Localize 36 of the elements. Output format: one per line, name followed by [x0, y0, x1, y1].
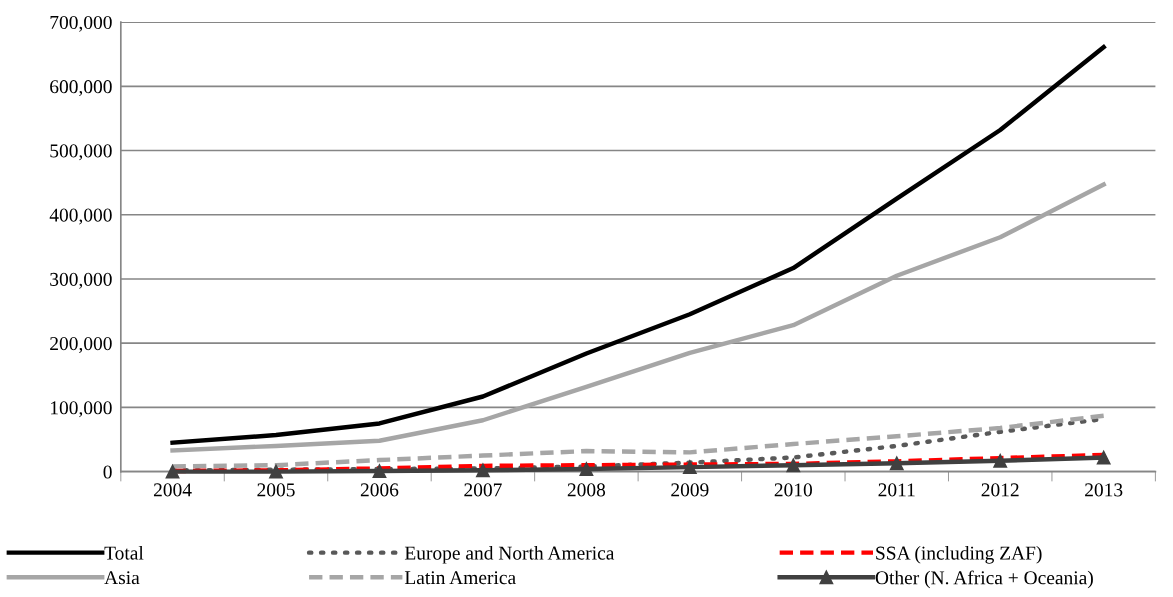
legend-label: SSA (including ZAF) — [876, 545, 1042, 564]
point — [993, 453, 1008, 468]
y-tick-label: 700,000 — [50, 15, 112, 32]
line-series — [170, 44, 1106, 445]
legend-label: Latin America — [404, 571, 516, 585]
point — [475, 463, 490, 478]
legend-label: Europe and North America — [404, 545, 615, 564]
point — [889, 456, 904, 471]
y-tick-label: 200,000 — [50, 337, 112, 353]
y-tick-label: 300,000 — [50, 272, 112, 289]
point — [1096, 450, 1111, 465]
y-tick-label: 500,000 — [50, 144, 112, 161]
x-tick-label: 2012 — [981, 483, 1019, 497]
point — [786, 458, 801, 473]
x-tick-label: 2010 — [774, 483, 812, 497]
x-tick-label: 2008 — [567, 483, 606, 497]
y-tick-label: 0 — [103, 465, 112, 479]
x-tick-label: 2011 — [878, 483, 915, 497]
point — [165, 464, 180, 479]
legend-label: Total — [104, 545, 144, 560]
legend-label: Asia — [104, 571, 140, 585]
x-tick-label: 2004 — [153, 483, 192, 497]
x-tick-label: 2005 — [257, 483, 295, 497]
y-tick-label: 100,000 — [51, 401, 112, 418]
y-tick-label: 400,000 — [49, 208, 112, 225]
x-tick-label: 2009 — [671, 483, 709, 497]
x-tick-label: 2013 — [1085, 483, 1123, 497]
point — [682, 460, 697, 475]
line-series — [170, 182, 1106, 453]
x-tick-label: 2006 — [360, 483, 399, 497]
point — [579, 462, 594, 477]
y-tick-label: 600,000 — [50, 80, 112, 97]
point — [372, 464, 387, 478]
x-tick-label: 2007 — [464, 483, 502, 497]
point — [269, 464, 283, 479]
legend-label: Other (N. Africa + Oceania) — [875, 570, 1093, 589]
